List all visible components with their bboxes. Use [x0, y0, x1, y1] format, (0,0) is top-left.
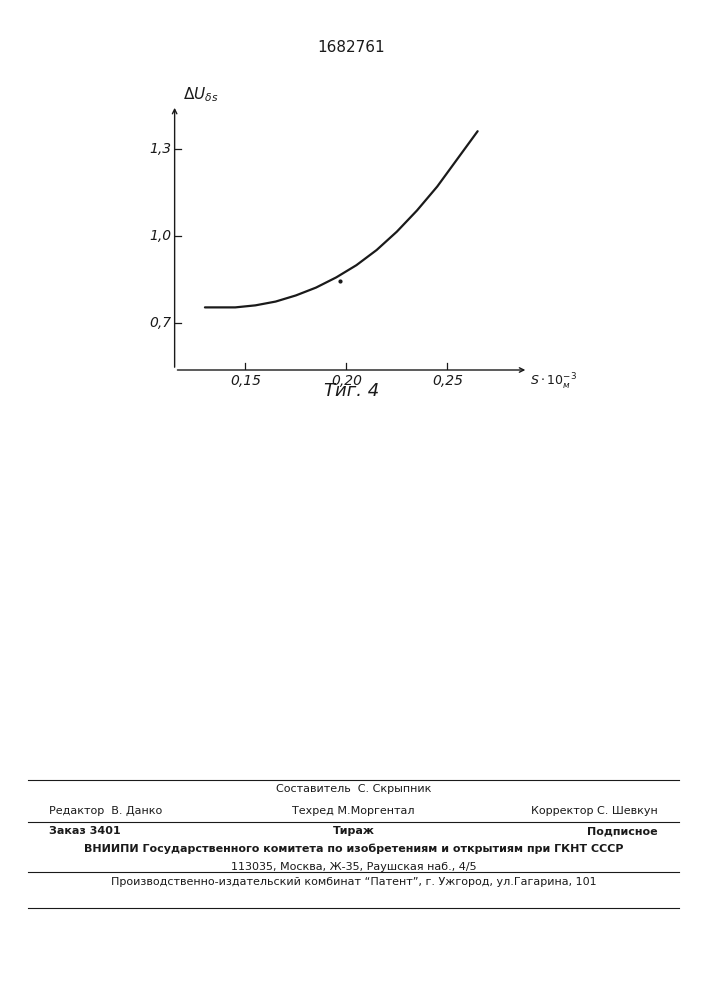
- Text: Корректор С. Шевкун: Корректор С. Шевкун: [531, 806, 658, 816]
- Text: $\Delta U_{\delta s}$: $\Delta U_{\delta s}$: [182, 85, 218, 104]
- Text: Заказ 3401: Заказ 3401: [49, 826, 121, 836]
- Text: $S \cdot 10^{-3}_{м}$: $S \cdot 10^{-3}_{м}$: [530, 371, 577, 392]
- Text: 0,20: 0,20: [331, 374, 362, 388]
- Text: 0,15: 0,15: [230, 374, 261, 388]
- Text: 113035, Москва, Ж-35, Раушская наб., 4/5: 113035, Москва, Ж-35, Раушская наб., 4/5: [230, 862, 477, 872]
- Text: Подписное: Подписное: [587, 826, 658, 836]
- Text: Производственно-издательский комбинат “Патент”, г. Ужгород, ул.Гагарина, 101: Производственно-издательский комбинат “П…: [111, 877, 596, 887]
- Text: ВНИИПИ Государственного комитета по изобретениям и открытиям при ГКНТ СССР: ВНИИПИ Государственного комитета по изоб…: [83, 844, 624, 854]
- Text: 1682761: 1682761: [317, 40, 385, 55]
- Text: 1,0: 1,0: [149, 229, 171, 243]
- Text: Редактор  В. Данко: Редактор В. Данко: [49, 806, 163, 816]
- Text: Составитель  С. Скрыпник: Составитель С. Скрыпник: [276, 784, 431, 794]
- Text: 1,3: 1,3: [149, 142, 171, 156]
- Text: 0,25: 0,25: [432, 374, 463, 388]
- Text: Техред М.Моргентал: Техред М.Моргентал: [292, 806, 415, 816]
- Text: Тираж: Тираж: [332, 826, 375, 836]
- Text: 0,7: 0,7: [149, 316, 171, 330]
- Text: Τиг. 4: Τиг. 4: [324, 382, 379, 400]
